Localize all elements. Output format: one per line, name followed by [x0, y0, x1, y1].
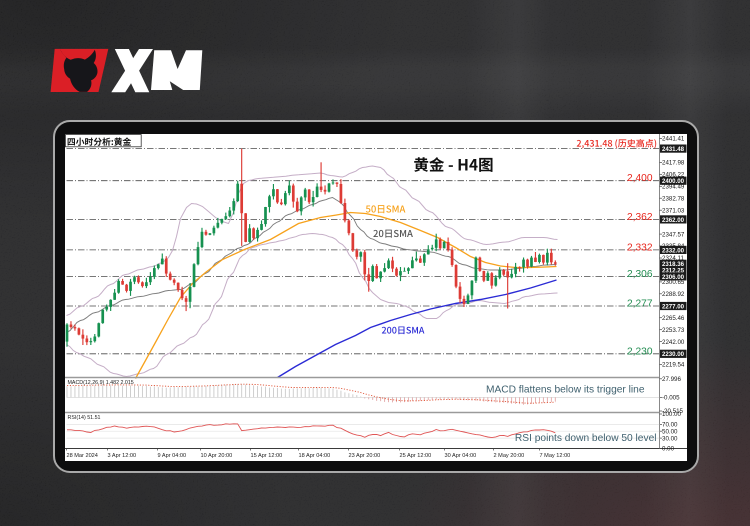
svg-text:2,306: 2,306 — [627, 268, 653, 279]
svg-text:MACD(12,26,9) 1.482 2.015: MACD(12,26,9) 1.482 2.015 — [67, 380, 133, 386]
svg-text:2347.57: 2347.57 — [662, 231, 685, 238]
svg-text:2288.92: 2288.92 — [662, 291, 685, 298]
svg-text:2306.00: 2306.00 — [662, 273, 685, 280]
svg-text:2324.11: 2324.11 — [662, 255, 684, 262]
svg-text:2,230: 2,230 — [627, 346, 653, 357]
svg-text:2 May 20:00: 2 May 20:00 — [493, 453, 524, 459]
svg-text:2219.54: 2219.54 — [662, 361, 685, 368]
svg-text:2,400: 2,400 — [627, 173, 653, 184]
svg-text:30 Apr 04:00: 30 Apr 04:00 — [444, 453, 476, 459]
svg-text:2,362: 2,362 — [627, 211, 653, 222]
svg-text:2371.03: 2371.03 — [662, 207, 685, 214]
svg-text:100.00: 100.00 — [662, 411, 681, 418]
svg-text:7 May 12:00: 7 May 12:00 — [539, 453, 570, 459]
svg-text:2277.00: 2277.00 — [662, 303, 685, 310]
svg-text:2382.78: 2382.78 — [662, 195, 685, 202]
svg-text:10 Apr 20:00: 10 Apr 20:00 — [200, 453, 232, 459]
svg-text:2312.25: 2312.25 — [662, 267, 685, 274]
svg-text:25 Apr 12:00: 25 Apr 12:00 — [399, 453, 431, 459]
svg-text:2,277: 2,277 — [627, 298, 653, 309]
svg-text:2394.49: 2394.49 — [662, 183, 685, 190]
svg-text:27.996: 27.996 — [662, 376, 681, 383]
svg-text:15 Apr 12:00: 15 Apr 12:00 — [250, 453, 282, 459]
svg-text:50.00: 50.00 — [662, 428, 678, 435]
svg-text:9 Apr 04:00: 9 Apr 04:00 — [157, 453, 186, 459]
svg-text:2400.00: 2400.00 — [662, 178, 685, 185]
svg-text:2230.00: 2230.00 — [662, 351, 685, 358]
svg-text:2362.00: 2362.00 — [662, 216, 685, 223]
svg-text:-0.005: -0.005 — [662, 394, 680, 401]
svg-text:70.00: 70.00 — [662, 421, 678, 428]
svg-text:2417.98: 2417.98 — [662, 159, 685, 166]
svg-text:2431.48: 2431.48 — [662, 146, 685, 153]
svg-text:-20.515: -20.515 — [662, 408, 684, 415]
svg-text:0.00: 0.00 — [662, 445, 675, 452]
svg-text:3 Apr 12:00: 3 Apr 12:00 — [107, 453, 136, 459]
svg-text:2332.00: 2332.00 — [662, 247, 685, 254]
svg-text:2406.22: 2406.22 — [662, 171, 685, 178]
svg-text:18 Apr 04:00: 18 Apr 04:00 — [298, 453, 330, 459]
svg-text:2265.46: 2265.46 — [662, 314, 685, 321]
svg-text:30.00: 30.00 — [662, 435, 678, 442]
svg-text:28 Mar 2024: 28 Mar 2024 — [66, 453, 97, 459]
svg-text:23 Apr 20:00: 23 Apr 20:00 — [348, 453, 380, 459]
svg-text:2318.36: 2318.36 — [662, 261, 685, 268]
svg-text:2300.65: 2300.65 — [662, 279, 685, 286]
svg-text:RSI(14) 51.51: RSI(14) 51.51 — [67, 415, 100, 421]
svg-text:2,332: 2,332 — [627, 242, 653, 253]
svg-text:2441.41: 2441.41 — [662, 135, 685, 142]
svg-text:2242.00: 2242.00 — [662, 338, 685, 345]
svg-text:MACD flattens below its trigge: MACD flattens below its trigger line — [485, 384, 644, 395]
svg-text:2253.73: 2253.73 — [662, 326, 685, 333]
svg-text:RSI points down below 50 level: RSI points down below 50 level — [514, 433, 656, 444]
